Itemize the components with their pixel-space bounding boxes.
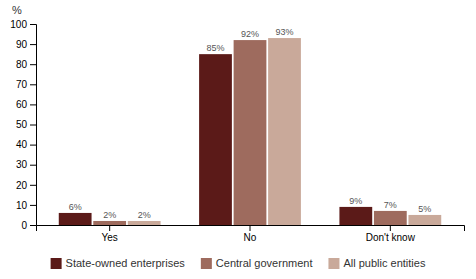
x-tick-label: No [244, 232, 257, 243]
data-label: 7% [384, 200, 397, 210]
y-tick-mark [30, 64, 36, 65]
y-tick-mark [30, 104, 36, 105]
bar-series [128, 38, 441, 225]
bar [234, 40, 267, 225]
bar [339, 207, 372, 225]
bar [199, 54, 232, 225]
y-tick: 60 [16, 99, 36, 110]
data-labels: 6% 85% 9% 2% 92% 7% 2% 93% 5% [69, 27, 432, 220]
x-axis: Yes No Don't know [37, 225, 465, 243]
chart-svg: 0 10 20 30 40 50 60 70 80 90 100 Yes No Don't know% 6%… [0, 0, 476, 279]
y-tick: 10 [16, 200, 36, 211]
y-tick: 0 [21, 220, 36, 231]
data-label: 2% [103, 210, 116, 220]
bar [268, 38, 301, 225]
x-tick-mark [109, 225, 110, 231]
y-tick-mark [30, 185, 36, 186]
data-label: 92% [241, 29, 259, 39]
y-tick: 20 [16, 180, 36, 191]
x-tick-label: Don't know [366, 232, 416, 243]
legend-label: Central government [216, 257, 313, 269]
data-label: 6% [69, 202, 82, 212]
bar [59, 213, 92, 225]
bar [93, 221, 126, 225]
y-tick: 70 [16, 79, 36, 90]
y-tick: 100 [10, 19, 36, 30]
y-tick-mark [30, 84, 36, 85]
y-tick-label: 20 [16, 180, 28, 191]
y-tick-mark [30, 165, 36, 166]
y-tick-mark [30, 125, 36, 126]
legend-label: State-owned enterprises [66, 257, 186, 269]
y-tick-mark [30, 225, 36, 226]
x-tick: No [244, 225, 257, 243]
y-tick-mark [30, 145, 36, 146]
legend-item: State-owned enterprises [51, 257, 186, 269]
y-tick-label: 70 [16, 79, 28, 90]
y-tick-label: 100 [10, 19, 27, 30]
bar-series [93, 40, 406, 225]
bars [59, 38, 441, 225]
y-tick-mark [30, 24, 36, 25]
x-tick-mark [390, 225, 391, 231]
bar [374, 211, 407, 225]
y-tick-label: 80 [16, 59, 28, 70]
y-tick-label: 30 [16, 159, 28, 170]
bar [128, 221, 161, 225]
y-axis-line [30, 25, 37, 226]
data-label: 9% [349, 196, 362, 206]
y-axis: 0 10 20 30 40 50 60 70 80 90 100 [10, 19, 36, 231]
legend: State-owned enterprises Central governmen… [51, 257, 426, 269]
data-label: 5% [418, 204, 431, 214]
y-tick-mark [30, 44, 36, 45]
y-tick: 90 [16, 39, 36, 50]
x-tick: Yes [102, 225, 118, 243]
y-tick-mark [30, 205, 36, 206]
data-label: 2% [138, 210, 151, 220]
y-tick: 80 [16, 59, 36, 70]
y-tick-label: 40 [16, 139, 28, 150]
x-axis-line [37, 226, 465, 232]
y-tick-label: 50 [16, 119, 28, 130]
y-tick-label: 90 [16, 39, 28, 50]
bar [408, 215, 441, 225]
bar-series [59, 54, 372, 225]
legend-label: All public entities [343, 257, 425, 269]
legend-swatch [328, 258, 339, 269]
x-tick-label: Yes [102, 232, 118, 243]
y-tick: 50 [16, 119, 36, 130]
y-tick-label: 60 [16, 99, 28, 110]
y-tick-label: 10 [16, 200, 28, 211]
legend-item: Central government [201, 257, 313, 269]
y-tick: 40 [16, 139, 36, 150]
x-tick: Don't know [366, 225, 416, 243]
y-axis-label: % [12, 4, 22, 16]
x-tick-mark [250, 225, 251, 231]
legend-item: All public entities [328, 257, 425, 269]
y-tick-label: 0 [21, 220, 27, 231]
y-tick: 30 [16, 159, 36, 170]
legend-swatch [51, 258, 62, 269]
data-label: 93% [275, 27, 293, 37]
data-label: 85% [206, 43, 224, 53]
legend-swatch [201, 258, 212, 269]
